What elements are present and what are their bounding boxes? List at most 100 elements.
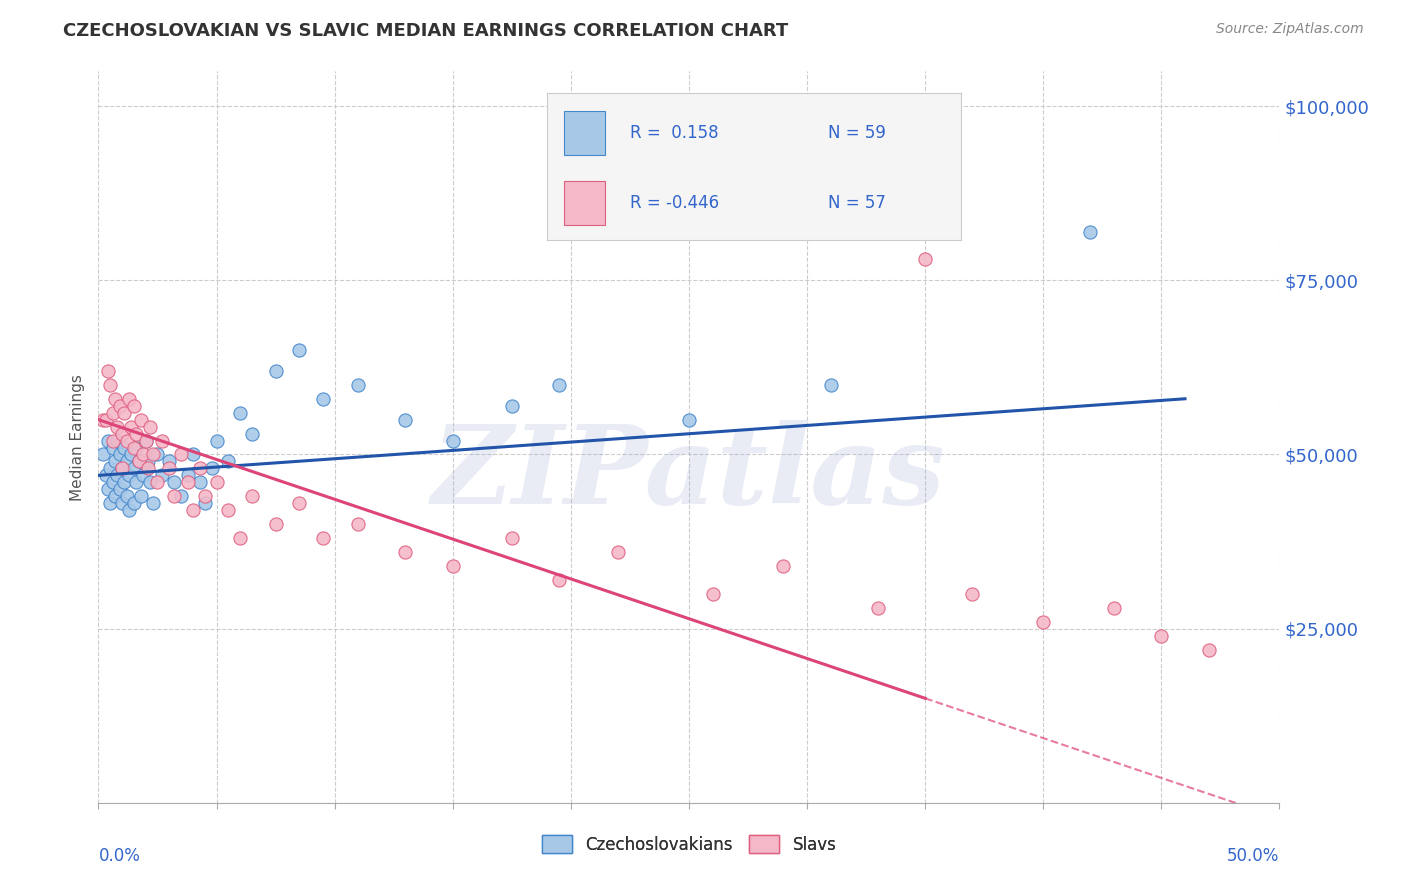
Point [136,461,159,475]
Point [548,377,571,392]
Point [181,503,204,517]
Point [146,475,169,490]
Y-axis label: Median Earnings: Median Earnings [70,374,86,500]
Point [217,503,239,517]
Point [129,412,152,426]
Point [170,448,193,462]
Point [91,412,114,426]
Point [105,434,128,448]
Point [98,496,121,510]
Point [1150,629,1173,643]
Point [98,461,121,475]
Point [104,392,127,406]
Point [108,448,131,462]
Point [122,496,145,510]
Point [163,475,186,490]
Point [288,343,311,357]
Point [205,434,228,448]
Point [129,489,152,503]
Point [98,377,121,392]
Point [108,399,131,413]
Point [194,496,217,510]
Point [188,461,211,475]
Point [201,461,224,475]
Point [135,434,157,448]
Point [101,441,124,455]
Point [229,531,252,545]
Point [312,392,335,406]
Point [136,454,159,468]
Point [312,531,335,545]
Point [229,406,252,420]
Point [128,454,150,468]
Point [772,203,794,218]
Point [101,406,124,420]
Point [125,475,148,490]
Point [1032,615,1054,629]
Point [97,434,120,448]
Point [112,475,135,490]
Point [1102,600,1125,615]
Point [91,448,114,462]
Point [205,475,228,490]
Point [111,426,134,441]
Point [111,461,134,475]
Point [139,475,162,490]
Point [1080,225,1102,239]
Point [142,496,165,510]
Point [347,377,370,392]
Point [866,600,889,615]
Point [132,468,155,483]
Point [678,412,700,426]
Point [94,468,117,483]
Legend: Czechoslovakians, Slavs: Czechoslovakians, Slavs [534,829,844,860]
Point [501,531,523,545]
Point [188,475,211,490]
Point [962,587,984,601]
Point [94,412,117,426]
Point [112,406,135,420]
Point [115,434,138,448]
Point [548,573,571,587]
Point [111,461,134,475]
Point [105,468,128,483]
Point [194,489,217,503]
Point [97,483,120,497]
Point [441,434,464,448]
Point [394,545,416,559]
Point [97,364,120,378]
Point [139,419,162,434]
Point [240,426,263,441]
Point [264,517,287,532]
Point [132,448,155,462]
Point [1198,642,1220,657]
Point [394,412,416,426]
Point [104,454,127,468]
Point [104,489,127,503]
Point [115,489,138,503]
Point [142,448,165,462]
Point [122,461,145,475]
Point [135,434,157,448]
Point [101,475,124,490]
Point [772,558,794,573]
Point [128,454,150,468]
Point [441,558,464,573]
Point [101,434,124,448]
Point [125,426,148,441]
Text: ZIPatlas: ZIPatlas [432,420,946,527]
Point [122,441,145,455]
Point [288,496,311,510]
Point [914,252,936,267]
Point [122,399,145,413]
Point [264,364,287,378]
Point [163,489,186,503]
Point [115,454,138,468]
Text: 50.0%: 50.0% [1227,847,1279,864]
Point [181,448,204,462]
Text: Source: ZipAtlas.com: Source: ZipAtlas.com [1216,22,1364,37]
Point [105,419,128,434]
Point [177,475,200,490]
Point [118,468,141,483]
Text: CZECHOSLOVAKIAN VS SLAVIC MEDIAN EARNINGS CORRELATION CHART: CZECHOSLOVAKIAN VS SLAVIC MEDIAN EARNING… [63,22,789,40]
